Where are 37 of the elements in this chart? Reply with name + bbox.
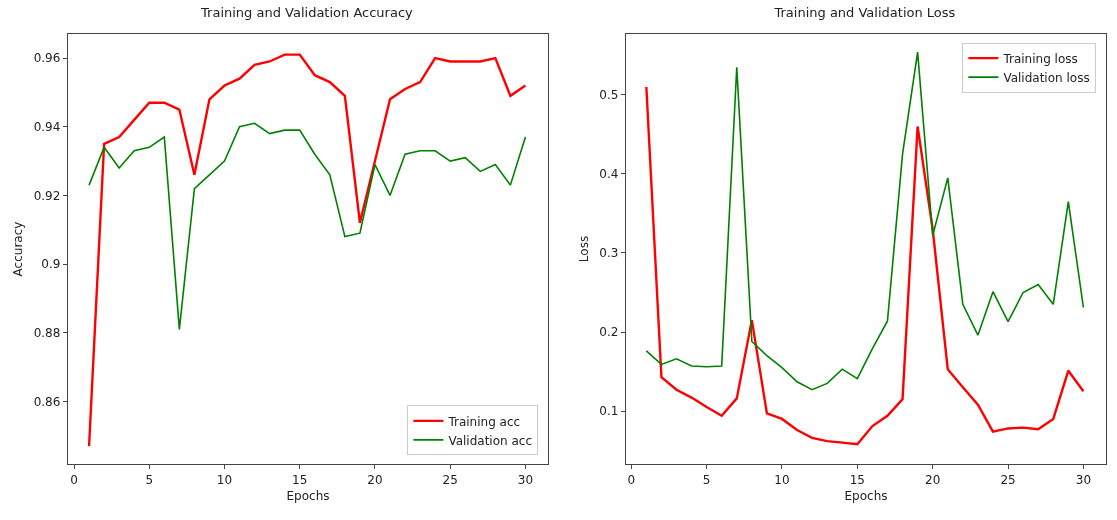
x-tick-label: 10 [216,472,233,487]
x-tick-label: 0 [70,472,78,487]
x-tick-label: 30 [517,472,534,487]
x-tick-label: 15 [292,472,308,487]
x-tick-label: 20 [925,472,941,487]
legend-label: Validation loss [1003,70,1090,85]
x-tick-label: 30 [1075,472,1092,487]
line-series [645,85,1085,446]
x-axis-title: Epochs [286,489,330,504]
x-tick-label: 0 [627,472,636,487]
legend-label: Training loss [1002,51,1078,66]
x-tick-label: 25 [1000,472,1016,487]
x-tick-label: 5 [702,472,711,487]
chart-title: Training and Validation Loss [773,4,956,20]
legend-label: Training acc [447,414,521,429]
legend-label: Validation acc [448,433,533,448]
y-tick-label: 0.5 [599,88,619,103]
line-series [88,122,527,331]
y-tick-label: 0.9 [41,257,61,272]
y-tick-label: 0.3 [599,246,619,261]
y-tick-label: 0.94 [33,119,61,134]
y-tick-label: 0.1 [599,404,619,419]
y-axis-title: Loss [576,235,591,263]
x-axis-title: Epochs [844,489,888,504]
x-tick-label: 20 [367,472,383,487]
y-tick-label: 0.92 [33,188,61,203]
y-tick-label: 0.4 [599,167,619,182]
x-tick-label: 10 [774,472,790,487]
x-tick-label: 25 [442,472,458,487]
x-tick-label: 5 [145,472,154,487]
y-tick-label: 0.86 [33,394,61,409]
y-tick-label: 0.96 [33,51,61,66]
y-axis-title: Accuracy [11,221,26,277]
y-tick-label: 0.2 [599,325,619,340]
x-tick-label: 15 [849,472,865,487]
y-tick-label: 0.88 [33,326,61,340]
chart-title: Training and Validation Accuracy [200,4,414,20]
